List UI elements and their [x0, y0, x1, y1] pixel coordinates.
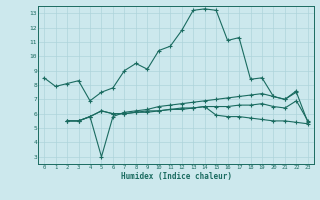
X-axis label: Humidex (Indice chaleur): Humidex (Indice chaleur) [121, 172, 231, 181]
